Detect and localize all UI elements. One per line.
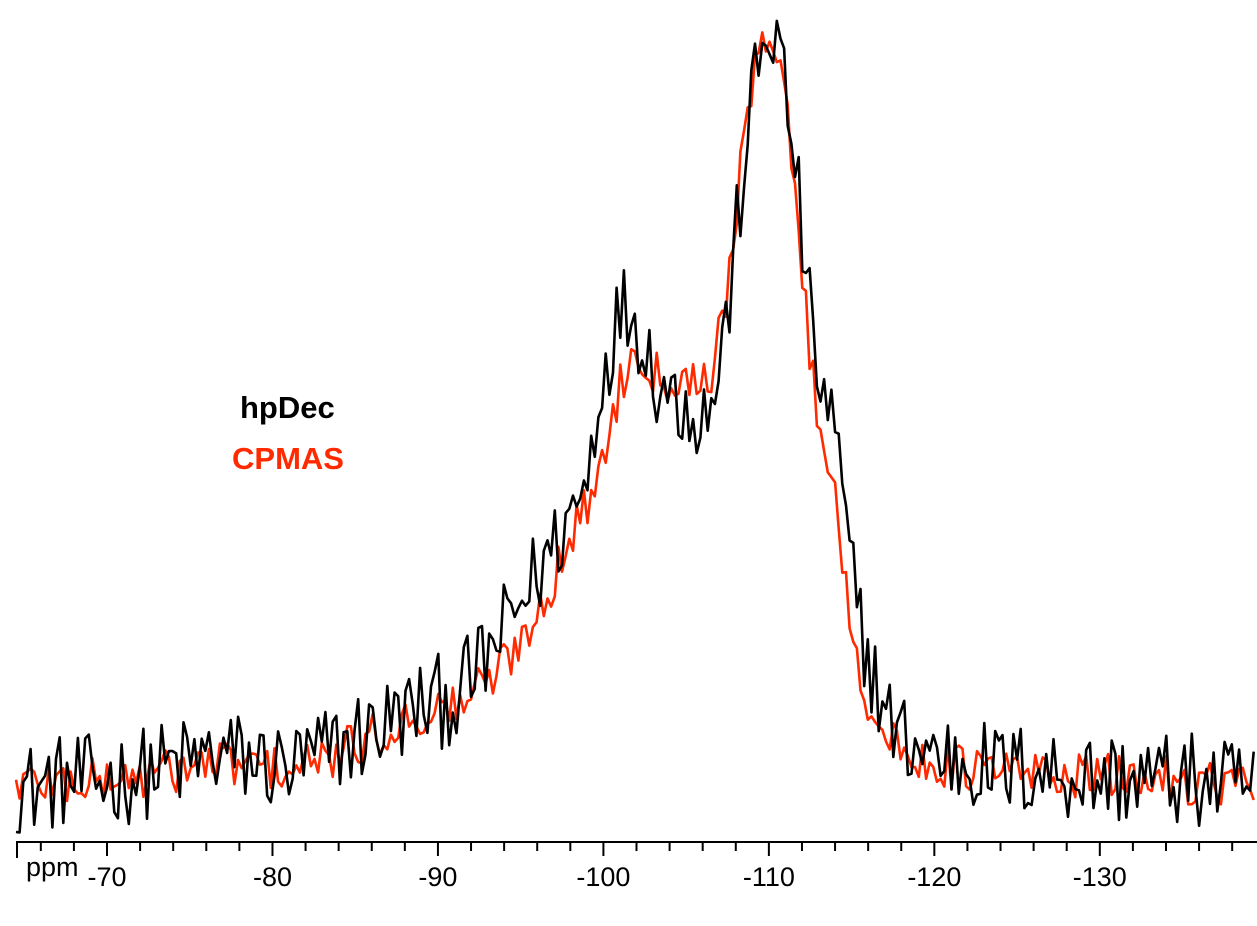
legend-label-cpmas: CPMAS <box>232 441 344 476</box>
legend: hpDec CPMAS <box>232 390 344 476</box>
tick-label: -80 <box>253 862 292 892</box>
series-line-hpdec <box>15 19 1255 834</box>
tick-label: -120 <box>907 862 961 892</box>
tick-label: -90 <box>418 862 457 892</box>
tick-label: -70 <box>87 862 126 892</box>
x-axis-label: ppm <box>26 852 79 882</box>
series-line-cpmas <box>14 31 1255 806</box>
series-layer <box>14 19 1255 834</box>
tick-label: -100 <box>576 862 630 892</box>
tick-label: -130 <box>1073 862 1127 892</box>
x-axis-ticks: -70 -80 -90 -100 -110 -120 -130 <box>16 842 1234 892</box>
legend-label-hpdec: hpDec <box>240 390 335 425</box>
tick-label: -110 <box>743 862 795 892</box>
